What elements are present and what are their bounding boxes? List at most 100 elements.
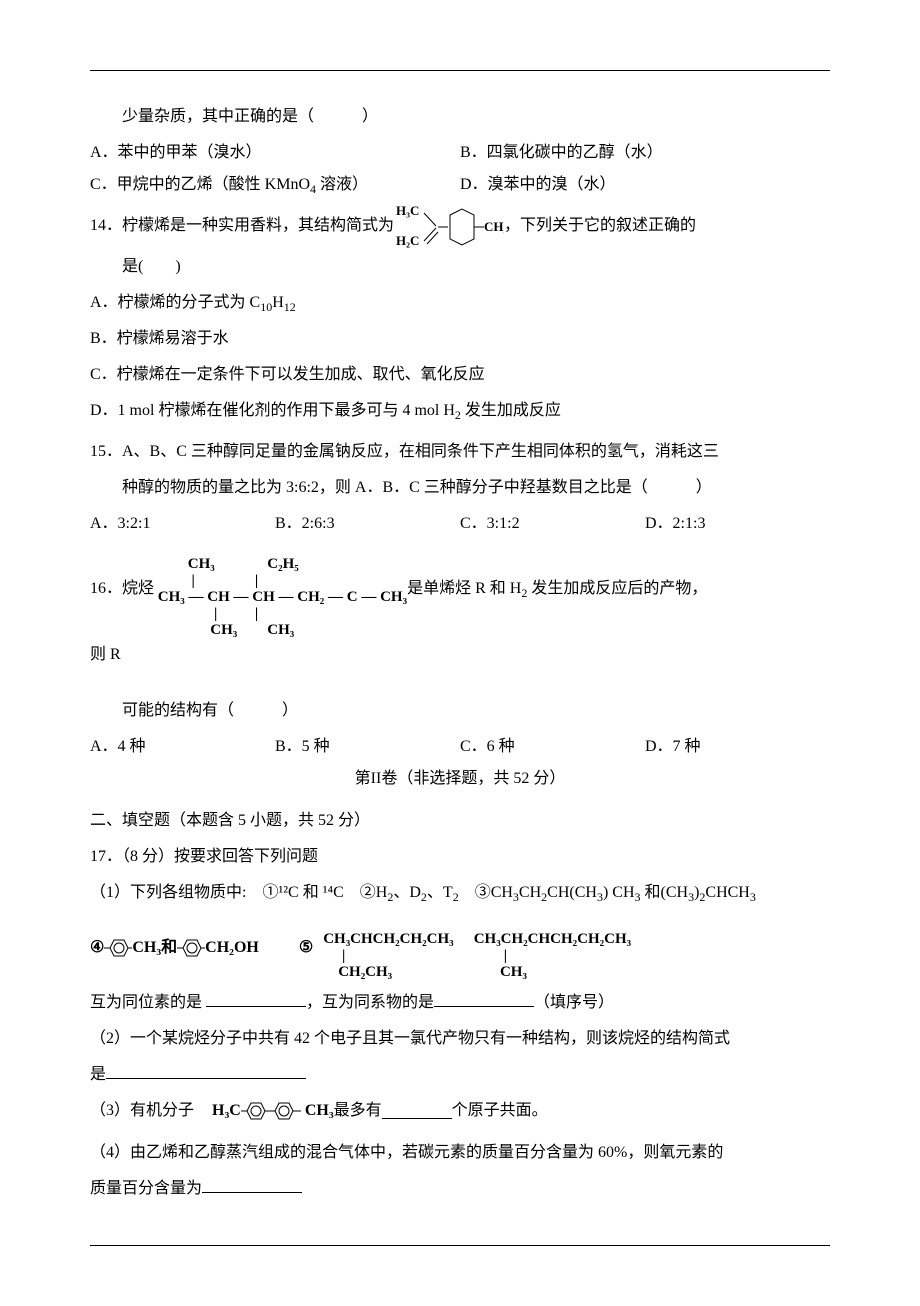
q16-opt-b: B．5 种 bbox=[275, 731, 460, 763]
benzene-ring-icon-2 bbox=[177, 932, 205, 964]
q17-ph2: CH₂OH bbox=[205, 932, 259, 964]
q17-fill-c: （填序号） bbox=[534, 994, 614, 1011]
section2-title: 二、填空题（本题含 5 小题，共 52 分） bbox=[90, 805, 830, 837]
top-rule bbox=[90, 70, 830, 71]
q17-p3-l: H₃C bbox=[212, 1095, 241, 1127]
q17-p1-c: ③CH bbox=[459, 884, 513, 901]
q16-opt-a: A．4 种 bbox=[90, 731, 275, 763]
q13-opt-a: A．苯中的甲苯（溴水） bbox=[90, 137, 460, 169]
q17-p3-a: （3）有机分子 bbox=[90, 1095, 194, 1127]
blank-structural-formula[interactable] bbox=[106, 1063, 306, 1079]
q17-p1-a: （1）下列各组物质中: ① bbox=[90, 884, 278, 901]
q17-fill-b: ，互为同系物的是 bbox=[306, 994, 434, 1011]
q13-c-pre: C．甲烷中的乙烯（酸性 KMnO bbox=[90, 176, 310, 193]
q17-p1-c6: CHCH bbox=[705, 884, 749, 901]
q17-p2-b: 是 bbox=[90, 1066, 106, 1083]
biphenyl-structure-icon bbox=[241, 1095, 305, 1127]
q13-opt-b: B．四氯化碳中的乙醇（水） bbox=[460, 137, 830, 169]
q17-head: 17．（8 分）按要求回答下列问题 bbox=[90, 841, 830, 873]
q17-fill-a: 互为同位素的是 bbox=[90, 994, 206, 1011]
q17-p2-b-row: 是 bbox=[90, 1059, 830, 1091]
q16-stem-c: 则 R bbox=[90, 639, 830, 671]
q14-d-post: 发生加成反应 bbox=[461, 402, 561, 419]
q15-opt-c: C．3:1:2 bbox=[460, 508, 645, 540]
q14-stem-a: 14．柠檬烯是一种实用香料，其结构简式为 bbox=[90, 210, 394, 242]
q17-p1-c3: ) CH bbox=[603, 884, 635, 901]
s-l4: | | bbox=[154, 606, 258, 622]
q16-stem-row: 16．烷烃 CH₃ C₂H₅ | | CH₃ — CH — CH — CH₂ —… bbox=[90, 540, 830, 639]
q13-options-row2: C．甲烷中的乙烯（酸性 KMnO4 溶液） D．溴苯中的溴（水） bbox=[90, 169, 830, 201]
q14-opt-c: C．柠檬烯在一定条件下可以发生加成、取代、氧化反应 bbox=[90, 359, 830, 391]
s-l1: CH₃ C₂H₅ bbox=[154, 556, 299, 572]
s5b-l1: CH₃CH₂CHCH₂CH₂CH₃ bbox=[474, 931, 632, 947]
blank-isotope[interactable] bbox=[206, 991, 306, 1007]
part2-title: 第II卷（非选择题，共 52 分） bbox=[90, 763, 830, 795]
q17-p1-b: ②H bbox=[344, 884, 388, 901]
label-h3c: H₃C bbox=[396, 203, 419, 218]
q17-p2-a: （2）一个某烷烃分子中共有 42 个电子且其一氯代产物只有一种结构，则该烷烃的结… bbox=[90, 1023, 830, 1055]
q17-p1-line2: ④ CH₃ 和 CH₂OH ⑤ CH₃CHCH₂CH₂CH₃ | CH₂CH₃ … bbox=[90, 915, 830, 981]
q14-stem-row: 14．柠檬烯是一种实用香料，其结构简式为 H₃C H₂C CH₃ ，下列关于它的… bbox=[90, 201, 830, 251]
q17-p1-b2: 、D bbox=[393, 884, 421, 901]
q16-stem-a: 16．烷烃 bbox=[90, 573, 154, 605]
q14-stem-b: ，下列关于它的叙述正确的 bbox=[504, 210, 696, 242]
q14-a-s2: 12 bbox=[284, 300, 296, 314]
q13-opt-d: D．溴苯中的溴（水） bbox=[460, 169, 830, 201]
q17-p1-iso1: ¹²C 和 ¹⁴C bbox=[278, 884, 343, 901]
q17-p1-c4: 和(CH bbox=[641, 884, 689, 901]
q16-stem-d: 可能的结构有（ ） bbox=[90, 695, 830, 727]
s5b-l3: CH₃ bbox=[474, 964, 527, 980]
s-l5: CH₃ CH₃ bbox=[154, 622, 294, 638]
alkane-structure-icon: CH₃ C₂H₅ | | CH₃ — CH — CH — CH₂ — C — C… bbox=[154, 540, 407, 639]
label-h2c: H₂C bbox=[396, 233, 419, 248]
q16-stem-b-wrap: 是单烯烃 R 和 H2 发生加成反应后的产物， bbox=[407, 573, 707, 605]
s5a-l3: CH₂CH₃ bbox=[323, 964, 392, 980]
s5a-l2: | bbox=[323, 948, 345, 964]
q17-p4-b: 质量百分含量为 bbox=[90, 1180, 202, 1197]
q13-opt-c: C．甲烷中的乙烯（酸性 KMnO4 溶液） bbox=[90, 169, 460, 201]
circ5: ⑤ bbox=[299, 932, 313, 964]
limonene-structure-icon: H₃C H₂C CH₃ bbox=[394, 201, 504, 251]
q17-p3-r: CH₃ bbox=[305, 1095, 334, 1127]
q16-opt-d: D．7 种 bbox=[645, 731, 830, 763]
q15-stem1: 15．A、B、C 三种醇同足量的金属钠反应，在相同条件下产生相同体积的氢气，消耗… bbox=[90, 436, 830, 468]
blank-homolog[interactable] bbox=[434, 991, 534, 1007]
q14-opt-a: A．柠檬烯的分子式为 C10H12 bbox=[90, 287, 830, 319]
q17-ph1: CH₃ bbox=[132, 932, 161, 964]
q16-opt-c: C．6 种 bbox=[460, 731, 645, 763]
q14-a-mid: H bbox=[272, 294, 284, 311]
q17-p4-b-row: 质量百分含量为 bbox=[90, 1173, 830, 1205]
q17-p1-fill: 互为同位素的是 ，互为同系物的是 （填序号） bbox=[90, 987, 830, 1019]
s5a-l1: CH₃CHCH₂CH₂CH₃ bbox=[323, 931, 454, 947]
q15-options: A．3:2:1 B．2:6:3 C．3:1:2 D．2:1:3 bbox=[90, 508, 830, 540]
q13-options-row1: A．苯中的甲苯（溴水） B．四氯化碳中的乙醇（水） bbox=[90, 137, 830, 169]
q14-a-s1: 10 bbox=[260, 300, 272, 314]
q17-p1-b3: 、T bbox=[427, 884, 453, 901]
q17-p3-c: 个原子共面。 bbox=[452, 1095, 548, 1127]
q17-p1-c2: CH(CH bbox=[547, 884, 597, 901]
blank-oxygen-percent[interactable] bbox=[202, 1177, 302, 1193]
q16-options: A．4 种 B．5 种 C．6 种 D．7 种 bbox=[90, 731, 830, 763]
q17-p4-a: （4）由乙烯和乙醇蒸汽组成的混合气体中，若碳元素的质量百分含量为 60%，则氧元… bbox=[90, 1137, 830, 1169]
q14-stem-c: 是( ) bbox=[90, 251, 830, 283]
q15-opt-b: B．2:6:3 bbox=[275, 508, 460, 540]
circ4: ④ bbox=[90, 932, 104, 964]
blank-coplanar[interactable] bbox=[382, 1103, 452, 1119]
q17-p1-line1: （1）下列各组物质中: ①¹²C 和 ¹⁴C ②H2、D2、T2 ③CH3CH2… bbox=[90, 877, 830, 909]
q16-stem-b: 是单烯烃 R 和 H bbox=[407, 580, 521, 597]
q13-c-post: 溶液） bbox=[316, 176, 368, 193]
q17-p3-row: （3）有机分子 H₃C CH₃ 最多有 个原子共面。 bbox=[90, 1095, 830, 1127]
q15-opt-a: A．3:2:1 bbox=[90, 508, 275, 540]
q14-opt-b: B．柠檬烯易溶于水 bbox=[90, 323, 830, 355]
benzene-ring-icon-1 bbox=[104, 932, 132, 964]
q17-p3-b: 最多有 bbox=[334, 1095, 382, 1127]
q15-opt-d: D．2:1:3 bbox=[645, 508, 830, 540]
q16-stem-b2: 发生加成反应后的产物， bbox=[527, 580, 707, 597]
s3g: 3 bbox=[750, 890, 756, 904]
q17-p1-c1: CH bbox=[519, 884, 541, 901]
q15-stem2: 种醇的物质的量之比为 3:6:2，则 A．B．C 三种醇分子中羟基数目之比是（ … bbox=[90, 472, 830, 504]
q14-opt-d: D．1 mol 柠檬烯在催化剂的作用下最多可与 4 mol H2 发生加成反应 bbox=[90, 395, 830, 427]
q14-d-pre: D．1 mol 柠檬烯在催化剂的作用下最多可与 4 mol H bbox=[90, 402, 455, 419]
s-l3: CH₃ — CH — CH — CH₂ — C — CH₃ bbox=[154, 589, 407, 605]
s-l2: | | bbox=[154, 573, 258, 589]
